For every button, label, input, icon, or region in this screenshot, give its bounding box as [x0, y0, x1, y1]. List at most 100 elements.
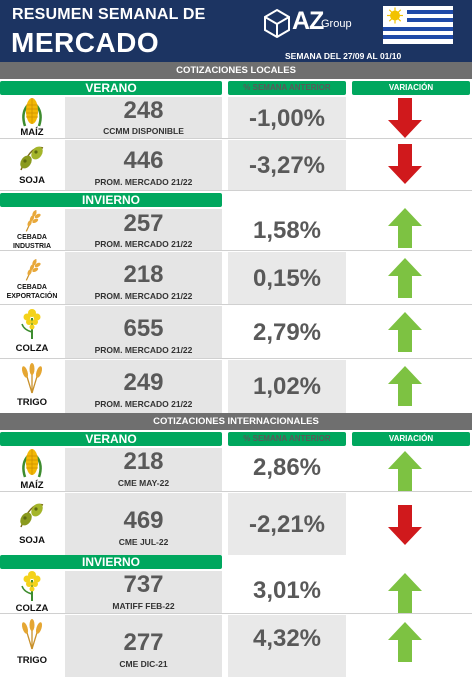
price-value: 218	[123, 448, 164, 475]
arrow-up-icon	[388, 573, 422, 613]
price-cell: 737 MATIFF FEB-22	[65, 571, 222, 614]
price-reference: PROM. MERCADO 21/22	[94, 177, 193, 187]
price-value: 257	[123, 210, 164, 237]
price-value: 446	[123, 147, 164, 174]
season-label-verano: VERANO	[0, 432, 222, 446]
local-column-headers: VERANO % SEMANA ANTERIOR VARIACIÓN	[0, 79, 472, 96]
rapeseed-icon	[21, 571, 41, 601]
az-logo-cube-icon	[264, 8, 290, 39]
arrow-up-icon	[388, 451, 422, 491]
soybean-icon	[20, 503, 44, 528]
pct-change: 3,01%	[252, 577, 322, 604]
arrow-up-icon	[388, 312, 422, 352]
price-cell: 248 CCMM DISPONIBLE	[65, 97, 222, 139]
crop-name: COLZA	[15, 343, 49, 354]
pct-cell: 4,32%	[228, 615, 346, 677]
price-row: CEBADA EXPORTACIÓN 218 PROM. MERCADO 21/2…	[0, 251, 472, 305]
crop-name: TRIGO	[16, 397, 48, 408]
report-header: RESUMEN SEMANAL DE MERCADO AZ Group SE	[0, 0, 472, 62]
section-title-local: COTIZACIONES LOCALES	[0, 62, 472, 79]
arrow-up-icon	[388, 208, 422, 248]
arrow-down-icon	[388, 144, 422, 184]
price-cell: 257 PROM. MERCADO 21/22	[65, 209, 222, 251]
column-header-pct: % SEMANA ANTERIOR	[228, 432, 346, 446]
price-reference: PROM. MERCADO 21/22	[94, 345, 193, 355]
crop-cell: TRIGO	[0, 359, 64, 413]
pct-change: 2,86%	[252, 454, 322, 481]
season-header-invierno: INVIERNO	[0, 555, 472, 570]
price-reference: CME JUL-22	[118, 537, 169, 547]
crop-cell: SOJA	[0, 139, 64, 191]
price-reference: CME DIC-21	[119, 659, 168, 669]
price-value: 248	[123, 97, 164, 124]
pct-cell: -2,21%	[228, 493, 346, 555]
crop-name: CEBADA EXPORTACIÓN	[6, 284, 58, 300]
price-value: 249	[123, 369, 164, 396]
price-reference: PROM. MERCADO 21/22	[94, 291, 193, 301]
section-title-international: COTIZACIONES INTERNACIONALES	[0, 413, 472, 430]
price-value: 469	[123, 507, 164, 534]
week-range: SEMANA DEL 27/09 AL 01/10	[285, 51, 402, 61]
price-row: MAÍZ 248 CCMM DISPONIBLE -1,00%	[0, 96, 472, 139]
pct-change: 4,32%	[252, 625, 322, 652]
wheat-icon	[21, 363, 43, 394]
column-header-variacion: VARIACIÓN	[352, 81, 470, 95]
pct-cell: 2,86%	[228, 448, 346, 492]
season-header-invierno: INVIERNO	[0, 191, 472, 208]
price-row: COLZA 655 PROM. MERCADO 21/22 2,79%	[0, 305, 472, 359]
crop-cell: CEBADA INDUSTRIA	[0, 208, 64, 251]
price-row: CEBADA INDUSTRIA 257 PROM. MERCADO 21/22 …	[0, 208, 472, 251]
pct-cell: -1,00%	[228, 97, 346, 139]
price-row: TRIGO 277 CME DIC-21 4,32%	[0, 614, 472, 677]
pct-cell: -3,27%	[228, 140, 346, 191]
wheat-icon	[21, 619, 43, 650]
column-header-pct: % SEMANA ANTERIOR	[228, 81, 346, 95]
price-value: 277	[123, 629, 164, 656]
price-cell: 469 CME JUL-22	[65, 493, 222, 555]
logo-group-text: Group	[321, 18, 352, 30]
pct-change: 2,79%	[252, 319, 322, 346]
crop-name: MAÍZ	[20, 480, 44, 491]
price-cell: 218 CME MAY-22	[65, 448, 222, 492]
price-value: 737	[123, 571, 164, 598]
crop-cell: COLZA	[0, 570, 64, 614]
price-reference: MATIFF FEB-22	[112, 601, 175, 611]
price-cell: 218 PROM. MERCADO 21/22	[65, 252, 222, 305]
crop-cell: MAÍZ	[0, 447, 64, 492]
pct-change: 1,58%	[252, 217, 322, 244]
price-row: SOJA 469 CME JUL-22 -2,21%	[0, 492, 472, 555]
crop-cell: MAÍZ	[0, 96, 64, 139]
crop-name: MAÍZ	[20, 127, 44, 138]
column-header-variacion: VARIACIÓN	[352, 432, 470, 446]
arrow-up-icon	[388, 258, 422, 298]
corn-icon	[22, 449, 42, 478]
arrow-down-icon	[388, 98, 422, 138]
barley-icon	[25, 258, 41, 281]
price-reference: CCMM DISPONIBLE	[103, 126, 184, 136]
pct-cell: 2,79%	[228, 306, 346, 359]
season-label-invierno: INVIERNO	[0, 193, 222, 207]
pct-cell: 0,15%	[228, 252, 346, 305]
crop-name: CEBADA INDUSTRIA	[12, 234, 52, 250]
corn-icon	[22, 98, 42, 127]
price-reference: PROM. MERCADO 21/22	[94, 239, 193, 249]
price-cell: 277 CME DIC-21	[65, 615, 222, 677]
price-row: MAÍZ 218 CME MAY-22 2,86%	[0, 447, 472, 492]
rapeseed-icon	[21, 309, 41, 339]
international-column-headers: VERANO % SEMANA ANTERIOR VARIACIÓN	[0, 430, 472, 447]
price-cell: 446 PROM. MERCADO 21/22	[65, 140, 222, 191]
season-label-invierno: INVIERNO	[0, 555, 222, 569]
pct-cell: 1,58%	[228, 209, 346, 251]
crop-cell: CEBADA EXPORTACIÓN	[0, 251, 64, 305]
price-reference: PROM. MERCADO 21/22	[94, 399, 193, 409]
pct-change: -3,27%	[248, 152, 326, 179]
pct-change: 0,15%	[252, 265, 322, 292]
pct-change: -2,21%	[248, 511, 326, 538]
pct-cell: 1,02%	[228, 360, 346, 413]
price-row: TRIGO 249 PROM. MERCADO 21/22 1,02%	[0, 359, 472, 413]
price-value: 655	[123, 315, 164, 342]
price-value: 218	[123, 261, 164, 288]
price-cell: 655 PROM. MERCADO 21/22	[65, 306, 222, 359]
price-row: COLZA 737 MATIFF FEB-22 3,01%	[0, 570, 472, 614]
az-group-logo: AZ Group	[263, 7, 353, 42]
